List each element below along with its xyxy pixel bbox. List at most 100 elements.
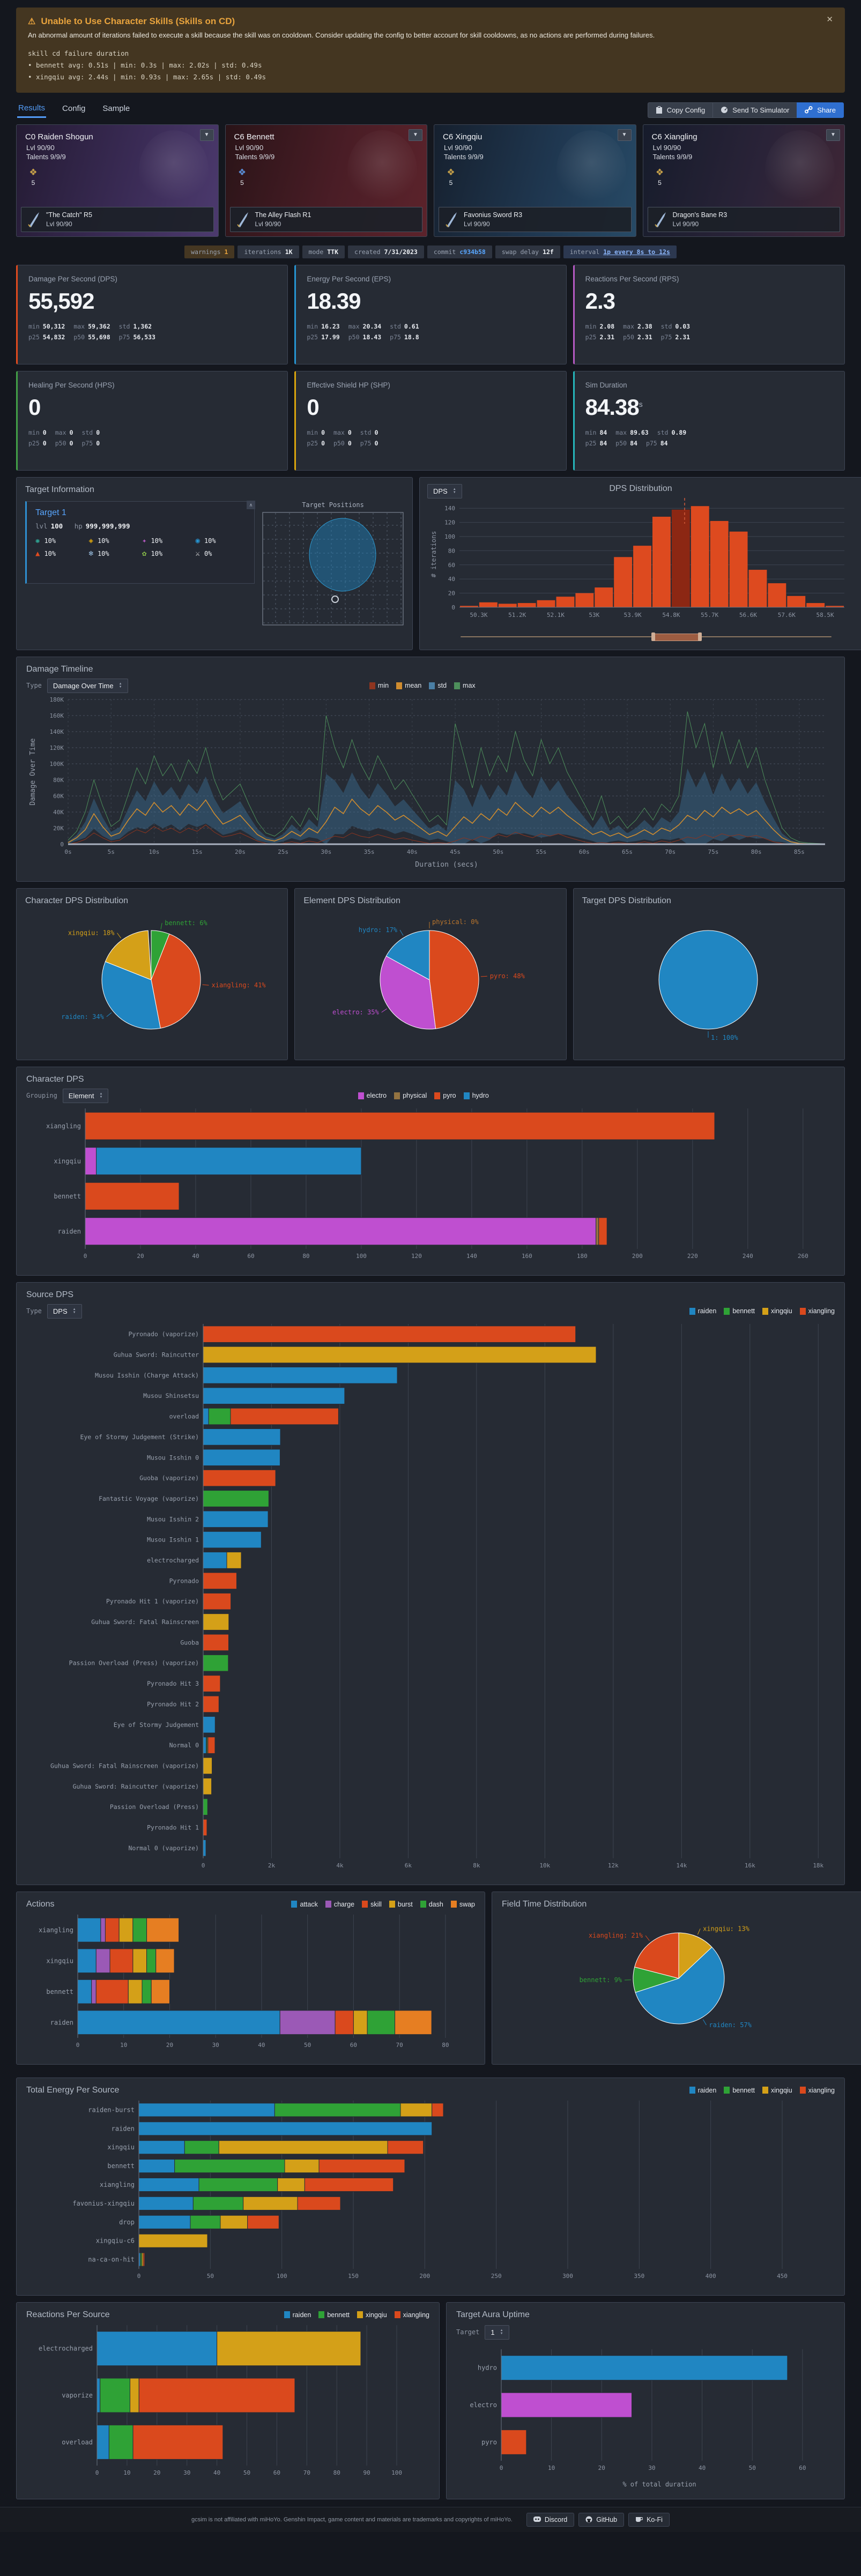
character-card-1: ▼ C0 Raiden Shogun Lvl 90/90 Talents 9/9/9 ❖… — [16, 124, 219, 237]
slider-handle-right[interactable] — [697, 632, 702, 641]
meta-chip-swap-delay: swap delay 12f — [495, 245, 560, 258]
svg-text:40s: 40s — [407, 848, 418, 855]
legend-item-max: max — [454, 682, 476, 689]
aura-uptime-title: Target Aura Uptime — [456, 2310, 530, 2319]
tab-results[interactable]: Results — [17, 101, 47, 118]
resist-value: 10% — [44, 549, 56, 557]
svg-text:xiangling: xiangling — [46, 1122, 81, 1129]
aura-target-select[interactable]: 1 ▲ ▼ — [485, 2325, 509, 2340]
meta-chip-commit[interactable]: commit c934b58 — [427, 245, 492, 258]
damage-timeline-panel: Damage Timeline Type Damage Over Time ▲ ▼ … — [16, 656, 845, 882]
legend-swatch — [434, 1092, 441, 1099]
source-type-select[interactable]: DPS ▲ ▼ — [47, 1304, 82, 1319]
svg-text:6k: 6k — [405, 1862, 412, 1869]
footer-disclaimer: gcsim is not affiliated with miHoYo. Gen… — [191, 2516, 513, 2523]
link-label: Discord — [544, 2515, 568, 2523]
grouping-label: Grouping — [26, 1092, 57, 1100]
weapon-card[interactable]: "The Catch" R5 Lvl 90/90 — [21, 206, 214, 232]
character-portrait — [347, 130, 417, 211]
send-to-simulator-button[interactable]: Send To Simulator — [712, 102, 797, 118]
svg-text:8k: 8k — [473, 1862, 480, 1869]
geo-icon: ◈ — [88, 536, 93, 545]
resist-anemo: ❋ 10% — [35, 537, 86, 545]
svg-text:16k: 16k — [745, 1862, 755, 1869]
svg-text:10s: 10s — [149, 848, 160, 855]
close-icon[interactable]: ✕ — [823, 14, 836, 25]
legend-item-physical: physical — [394, 1092, 427, 1099]
legend-label: raiden — [292, 2311, 311, 2319]
svg-text:Pyronado Hit 3: Pyronado Hit 3 — [147, 1680, 199, 1687]
svg-text:Pyronado Hit 1: Pyronado Hit 1 — [147, 1823, 199, 1831]
slider-range[interactable] — [653, 633, 699, 641]
tab-config[interactable]: Config — [61, 101, 86, 118]
svg-text:30: 30 — [183, 2469, 190, 2476]
character-dps-legend: electro physical pyro hydro — [358, 1092, 489, 1099]
svg-text:140: 140 — [466, 1253, 477, 1260]
character-talents: Talents 9/9/9 — [26, 152, 66, 161]
timeline-type-label: Type — [26, 682, 42, 690]
grouping-select[interactable]: Element ▲ ▼ — [62, 1088, 109, 1103]
resist-value: 10% — [97, 537, 109, 545]
anemo-icon: ❋ — [35, 536, 40, 545]
resist-electro: ✦ 10% — [142, 537, 192, 545]
svg-text:75s: 75s — [708, 848, 718, 855]
svg-text:100: 100 — [444, 533, 455, 540]
resist-pyro: ▲ 10% — [35, 549, 86, 558]
resist-value: 10% — [151, 549, 163, 557]
distribution-metric-select[interactable]: DPS ▲ ▼ — [427, 483, 462, 498]
damage-timeline-title: Damage Timeline — [26, 664, 93, 674]
svg-text:Normal 0 (vaporize): Normal 0 (vaporize) — [128, 1844, 199, 1851]
artifact-set: ❖ 5 — [235, 167, 249, 187]
svg-text:80s: 80s — [751, 848, 762, 855]
weapon-card[interactable]: The Alley Flash R1 Lvl 90/90 — [229, 206, 422, 232]
field-time-pie: xingqiu: 13% raiden: 57% bennett: 9% xiangl… — [502, 1909, 856, 2046]
slider-handle-left[interactable] — [651, 632, 656, 641]
slider-track[interactable] — [461, 636, 832, 637]
legend-item-dash: dash — [420, 1901, 443, 1908]
ko-fi-link[interactable]: Ko-Fi — [628, 2512, 670, 2527]
svg-text:53K: 53K — [589, 612, 599, 619]
legend-label: xiangling — [808, 1307, 835, 1315]
share-button[interactable]: Share — [797, 102, 844, 118]
github-link[interactable]: GitHub — [578, 2512, 625, 2527]
stat-title: Energy Per Second (EPS) — [307, 274, 391, 283]
artifact-set-count: 5 — [658, 178, 662, 187]
svg-text:Fantastic Voyage (vaporize): Fantastic Voyage (vaporize) — [99, 1495, 199, 1502]
meta-chip-row: warnings 1 iterations 1K mode TTK created 7/31/… — [16, 245, 845, 258]
source-dps-panel: Source DPS Type DPS ▲ ▼ raiden bennett xingq… — [16, 1282, 845, 1885]
svg-text:35s: 35s — [364, 848, 375, 855]
copy-config-button[interactable]: Copy Config — [647, 102, 713, 118]
card-dropdown-button[interactable]: ▼ — [199, 129, 214, 141]
scroll-up-icon[interactable]: ∧ — [247, 500, 255, 509]
card-dropdown-button[interactable]: ▼ — [409, 129, 422, 141]
legend-label: bennett — [732, 2086, 755, 2094]
stat-value: 2.3 — [585, 288, 615, 314]
reactions-panel: Reactions Per Source raiden bennett xingqi… — [16, 2302, 440, 2499]
histogram-range-slider[interactable] — [461, 631, 832, 642]
legend-swatch — [358, 1092, 364, 1099]
card-dropdown-button[interactable]: ▼ — [617, 129, 632, 141]
svg-text:80K: 80K — [53, 777, 64, 784]
svg-text:20: 20 — [153, 2469, 160, 2476]
weapon-card[interactable]: Favonius Sword R3 Lvl 90/90 — [439, 206, 632, 232]
svg-text:Musou Shinsetsu: Musou Shinsetsu — [143, 1392, 199, 1399]
timeline-type-select[interactable]: Damage Over Time ▲ ▼ — [47, 678, 128, 693]
svg-text:20K: 20K — [53, 825, 64, 832]
svg-text:15s: 15s — [192, 848, 203, 855]
target-dps-distribution-title: Target DPS Distribution — [582, 896, 671, 905]
card-dropdown-button[interactable]: ▼ — [826, 129, 840, 141]
svg-text:20s: 20s — [235, 848, 246, 855]
svg-text:Damage Over Time: Damage Over Time — [29, 738, 37, 805]
weapon-card[interactable]: Dragon's Bane R3 Lvl 90/90 — [647, 206, 840, 232]
svg-text:100K: 100K — [50, 761, 64, 768]
legend-swatch — [318, 2311, 325, 2319]
discord-link[interactable]: Discord — [526, 2512, 575, 2527]
artifact-set-icon: ❖ — [29, 167, 38, 177]
svg-text:physical: 0%: physical: 0% — [432, 918, 479, 926]
tab-sample[interactable]: Sample — [101, 101, 131, 118]
button-label: Share — [817, 106, 836, 114]
legend-label: hydro — [472, 1092, 489, 1100]
legend-label: max — [463, 682, 476, 690]
topbar: Results Config Sample Copy Config Send To S… — [17, 101, 844, 118]
legend-item-burst: burst — [389, 1901, 413, 1908]
